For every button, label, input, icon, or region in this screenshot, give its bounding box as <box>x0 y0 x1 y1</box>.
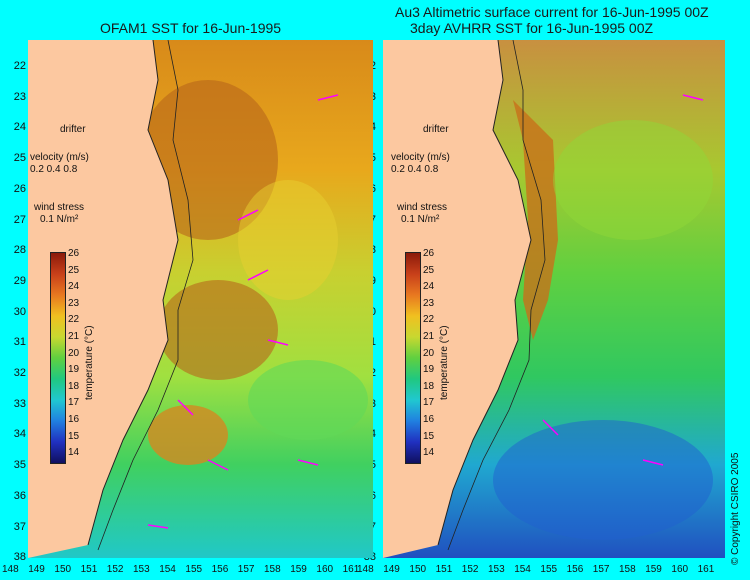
lon-tick-label: 149 <box>383 564 400 575</box>
right-sst-map[interactable]: drifter velocity (m/s) 0.2 0.4 0.8 wind … <box>383 40 725 558</box>
lon-tick-label: 160 <box>316 564 334 575</box>
lon-tick-label: 159 <box>645 564 662 575</box>
left-colorbar <box>50 252 66 464</box>
colorbar-tick-label: 25 <box>423 264 435 276</box>
wind-stress-value: 0.1 N/m² <box>40 214 79 225</box>
drifter-label: drifter <box>60 124 86 135</box>
lat-tick-label: 37 <box>13 520 26 533</box>
lon-tick-label: 154 <box>514 564 531 575</box>
colorbar-tick-label: 22 <box>68 314 80 326</box>
colorbar-tick-label: 15 <box>423 430 435 442</box>
colorbar-tick-label: 18 <box>423 380 435 392</box>
colorbar-tick-label: 19 <box>423 364 435 376</box>
colorbar-tick-label: 23 <box>68 297 80 309</box>
velocity-label: velocity (m/s) <box>30 152 89 163</box>
velocity-scale-right: 0.2 0.4 0.8 <box>391 164 439 175</box>
lon-tick-label: 155 <box>540 564 558 575</box>
lat-tick-label: 35 <box>13 459 26 472</box>
colorbar-tick-label: 17 <box>423 397 435 409</box>
lon-tick-label: 154 <box>159 564 176 575</box>
lat-tick-label: 31 <box>13 336 26 349</box>
lat-tick-label: 32 <box>13 367 26 379</box>
lat-tick-label: 33 <box>13 397 26 410</box>
left-map-title: OFAM1 SST for 16-Jun-1995 <box>100 20 282 36</box>
colorbar-tick-label: 21 <box>68 331 80 342</box>
colorbar-tick-label: 20 <box>68 347 80 359</box>
lon-tick-label: 150 <box>54 564 72 575</box>
lon-tick-label: 152 <box>461 564 479 575</box>
colorbar-tick-label: 26 <box>423 248 435 259</box>
lat-tick-label: 22 <box>13 60 26 72</box>
lat-tick-label: 26 <box>13 182 26 195</box>
colorbar-tick-label: 18 <box>68 380 80 392</box>
lon-tick-label: 158 <box>619 564 636 575</box>
lon-tick-label: 151 <box>80 564 98 575</box>
lon-tick-label: 151 <box>435 564 453 575</box>
colorbar-tick-label: 20 <box>423 347 435 359</box>
lon-tick-label: 161 <box>342 564 360 575</box>
lon-tick-label: 156 <box>211 564 229 575</box>
lat-tick-label: 28 <box>13 244 26 257</box>
colorbar-tick-label: 22 <box>423 314 435 326</box>
copyright-text: © Copyright CSIRO 2005 <box>730 452 741 565</box>
lon-tick-label: 157 <box>237 564 255 575</box>
lat-tick-label: 30 <box>13 305 26 318</box>
lon-tick-label: 156 <box>566 564 584 575</box>
colorbar-tick-label: 17 <box>68 397 80 409</box>
lon-tick-label: 158 <box>264 564 281 575</box>
left-lat-axis: 22 23 24 25 26 27 28 29 30 31 32 33 34 35 36 37 38 <box>0 40 30 563</box>
lat-tick-label: 38 <box>13 551 26 564</box>
lon-tick-label: 150 <box>409 564 427 575</box>
right-colorbar <box>405 252 421 464</box>
right-map-title-line1: Au3 Altimetric surface current for 16-Ju… <box>395 4 709 20</box>
colorbar-tick-label: 21 <box>423 331 435 342</box>
colorbar-tick-label: 14 <box>423 447 435 459</box>
velocity-label-right: velocity (m/s) <box>391 152 450 163</box>
lon-tick-label: 157 <box>592 564 610 575</box>
lon-tick-label: 160 <box>671 564 689 575</box>
lat-tick-label: 24 <box>13 121 26 134</box>
lon-tick-label: 152 <box>106 564 124 575</box>
wind-stress-label-right: wind stress <box>397 202 448 213</box>
left-colorbar-title: temperature (°C) <box>84 325 95 400</box>
colorbar-tick-label: 24 <box>423 281 435 293</box>
colorbar-tick-label: 14 <box>68 447 80 459</box>
lat-tick-label: 27 <box>13 213 26 226</box>
colorbar-tick-label: 24 <box>68 281 80 293</box>
lat-tick-label: 34 <box>13 428 26 441</box>
lon-tick-label: 148 <box>357 564 374 575</box>
lon-tick-label: 153 <box>133 564 150 575</box>
right-colorbar-title: temperature (°C) <box>439 325 450 400</box>
lon-tick-label: 161 <box>697 564 715 575</box>
wind-stress-label: wind stress <box>34 202 85 213</box>
colorbar-tick-label: 25 <box>68 264 80 276</box>
colorbar-tick-label: 16 <box>423 414 435 425</box>
colorbar-tick-label: 15 <box>68 430 80 442</box>
lat-tick-label: 36 <box>13 489 26 502</box>
lon-tick-label: 155 <box>185 564 203 575</box>
velocity-scale: 0.2 0.4 0.8 <box>30 164 78 175</box>
lon-tick-label: 159 <box>290 564 307 575</box>
right-map-title-line2: 3day AVHRR SST for 16-Jun-1995 00Z <box>410 20 654 36</box>
lon-tick-label: 149 <box>28 564 45 575</box>
colorbar-tick-label: 26 <box>68 248 80 259</box>
left-sst-map[interactable]: drifter velocity (m/s) 0.2 0.4 0.8 wind … <box>28 40 373 558</box>
lat-tick-label: 25 <box>13 152 26 165</box>
wind-stress-value-right: 0.1 N/m² <box>401 214 440 225</box>
colorbar-tick-label: 19 <box>68 364 80 376</box>
lon-tick-label: 153 <box>488 564 505 575</box>
colorbar-tick-label: 16 <box>68 414 80 425</box>
lon-tick-label: 148 <box>2 564 19 575</box>
lat-tick-label: 29 <box>13 274 26 287</box>
lat-tick-label: 23 <box>13 90 26 103</box>
colorbar-tick-label: 23 <box>423 297 435 309</box>
drifter-label-right: drifter <box>423 124 449 135</box>
